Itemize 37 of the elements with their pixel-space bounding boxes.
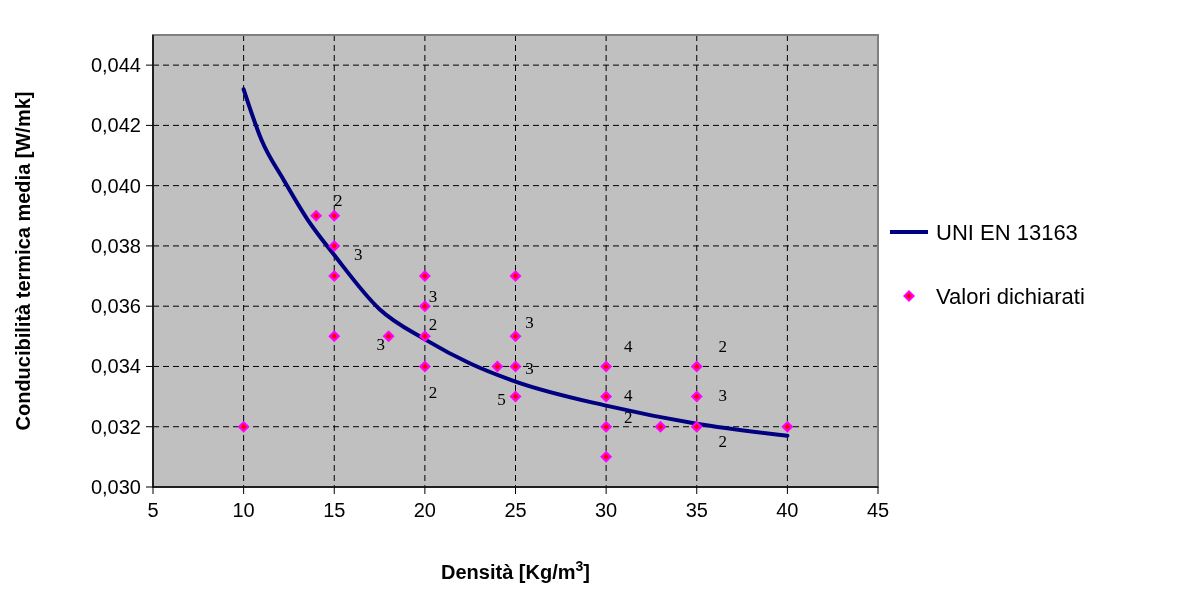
x-tick-label: 25 <box>504 499 527 521</box>
y-tick-label: 0,036 <box>90 295 141 318</box>
y-tick-label: 0,042 <box>90 114 141 137</box>
annotation: 2 <box>428 383 438 403</box>
x-tick-label: 45 <box>866 499 890 521</box>
annotation: 2 <box>718 337 727 357</box>
x-tick-label: 15 <box>323 499 346 521</box>
x-tick-label: 20 <box>413 499 436 521</box>
annotation: 2 <box>623 407 633 427</box>
y-tick-label: 0,034 <box>90 355 141 378</box>
y-tick-label: 0,032 <box>90 415 141 438</box>
annotation: 2 <box>718 431 727 451</box>
y-tick-label: 0,044 <box>90 54 141 77</box>
annotation: 5 <box>497 389 506 409</box>
annotation: 3 <box>718 385 727 405</box>
annotation: 2 <box>334 190 343 210</box>
y-tick-label: 0,038 <box>90 234 141 257</box>
line-series <box>241 87 790 438</box>
annotation: 4 <box>623 337 633 357</box>
legend-label: UNI EN 13163 <box>936 220 1078 245</box>
y-tick-label: 0,040 <box>90 174 141 197</box>
legend-label: Valori dichiarati <box>936 284 1085 309</box>
annotation: 4 <box>623 385 633 405</box>
annotation: 2 <box>428 315 438 335</box>
x-axis-title: Densità [Kg/m$^{3}$] <box>441 558 590 583</box>
x-tick-label: 5 <box>147 499 159 521</box>
annotation: 3 <box>376 335 385 355</box>
annotation: 3 <box>525 359 534 379</box>
annotation: 3 <box>525 313 534 333</box>
x-tick-label: 30 <box>595 499 618 521</box>
annotation: 3 <box>428 287 438 307</box>
y-axis-title: Conducibilità termica media [W/mk] <box>12 91 34 431</box>
x-tick-label: 10 <box>232 499 255 521</box>
annotation: 3 <box>354 244 363 264</box>
x-tick-label: 35 <box>685 499 708 521</box>
x-tick-label: 40 <box>776 499 799 521</box>
y-tick-label: 0,030 <box>90 476 141 498</box>
